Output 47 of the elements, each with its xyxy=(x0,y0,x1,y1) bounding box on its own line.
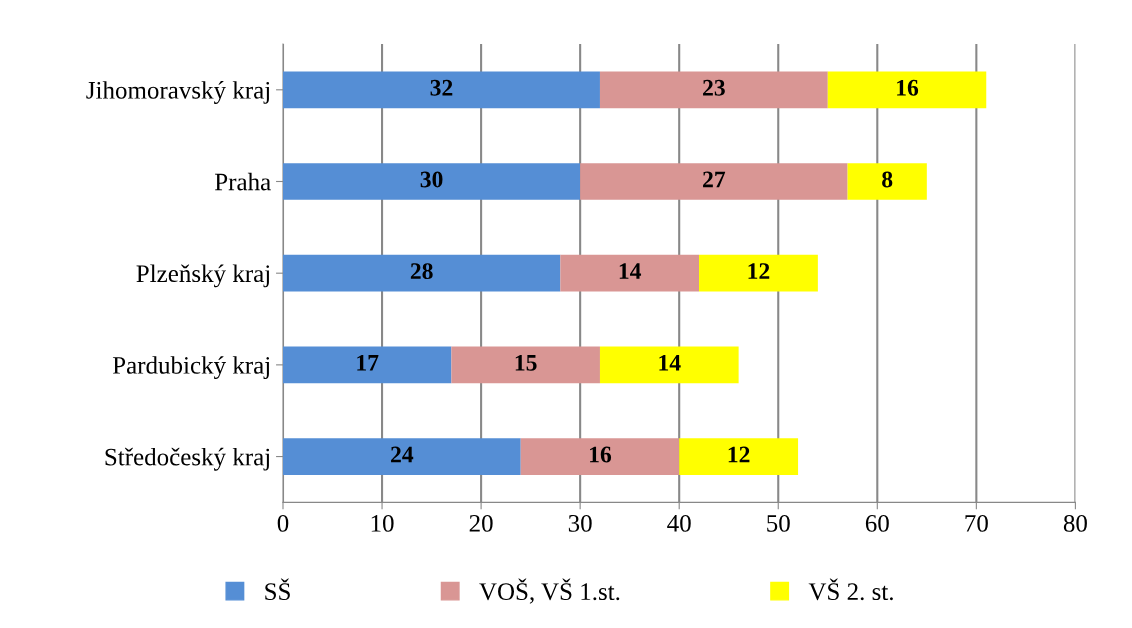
x-tick-label: 0 xyxy=(277,514,289,532)
x-tick-label: 10 xyxy=(371,514,394,532)
y-tick-label: Jihomoravský kraj xyxy=(86,81,270,104)
bar xyxy=(699,254,818,292)
data-label: 15 xyxy=(515,354,537,371)
bar xyxy=(847,163,927,200)
bar xyxy=(520,438,680,475)
y-tick-label: Praha xyxy=(214,172,271,191)
data-label: 14 xyxy=(659,354,681,371)
data-label: 28 xyxy=(410,263,433,280)
bar xyxy=(599,71,828,109)
data-label: 8 xyxy=(882,171,893,188)
x-tick-label: 70 xyxy=(965,514,988,532)
bar xyxy=(451,346,600,384)
x-tick-label: 40 xyxy=(667,514,691,532)
y-tick-label: Plzeňský kraj xyxy=(136,264,270,288)
data-label: 23 xyxy=(703,79,725,96)
data-label: 24 xyxy=(391,446,414,463)
data-label: 17 xyxy=(357,354,379,371)
bar xyxy=(580,163,848,200)
x-tick-label: 80 xyxy=(1063,514,1087,532)
x-tick-label: 30 xyxy=(568,514,592,532)
data-label: 16 xyxy=(897,79,919,96)
bar xyxy=(283,346,452,384)
bar xyxy=(283,438,521,475)
legend-label: VOŠ, VŠ 1.st. xyxy=(479,578,620,604)
legend-label: SŠ xyxy=(265,578,290,601)
x-tick-label: 20 xyxy=(469,514,493,532)
bar xyxy=(283,71,600,109)
data-label: 32 xyxy=(430,79,453,96)
bar xyxy=(679,438,799,475)
bar xyxy=(283,254,561,292)
data-label: 14 xyxy=(619,263,642,279)
data-label: 27 xyxy=(703,171,726,188)
bar xyxy=(560,254,700,292)
bar xyxy=(283,163,581,200)
y-tick-label: Středočeský kraj xyxy=(105,447,270,471)
x-tick-label: 50 xyxy=(767,514,790,532)
data-label: 12 xyxy=(728,446,750,463)
legend-label: VŠ 2. st. xyxy=(808,578,893,601)
data-label: 16 xyxy=(590,446,612,463)
x-tick-label: 60 xyxy=(865,514,889,532)
data-label: 12 xyxy=(748,263,770,279)
bar xyxy=(599,346,739,384)
bar xyxy=(827,71,987,109)
y-tick-label: Pardubický kraj xyxy=(112,356,270,379)
data-label: 30 xyxy=(420,171,443,188)
